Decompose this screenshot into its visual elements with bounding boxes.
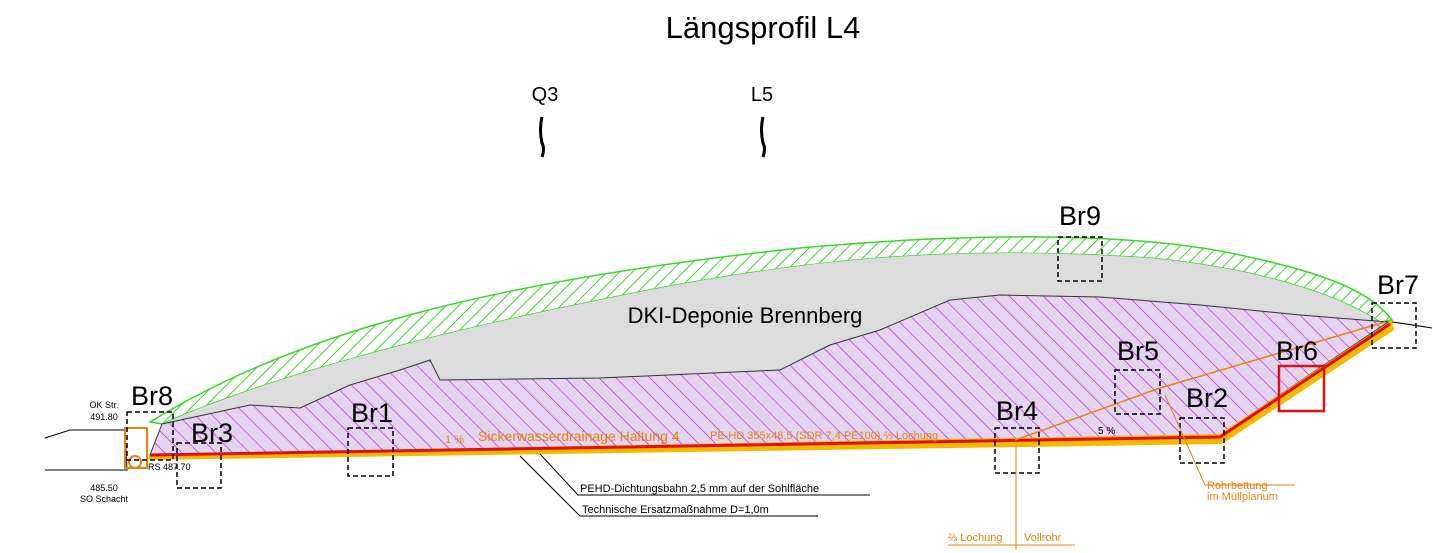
bedding-label: Rohrbettung [1207,480,1268,492]
drain-pipe-label: PE-HD 355x48,5 (SDR 7,4 PE100) ⅔ Lochung [710,430,938,442]
slope-label: 5 % [1098,426,1115,437]
box-label: Br5 [1117,336,1159,366]
leader [519,453,870,517]
shaft-label: SO Schacht [80,494,129,504]
box-label: Br4 [996,396,1038,426]
liner-label: PEHD-Dichtungsbahn 2,5 mm auf der Sohlfl… [580,483,819,495]
landfill-body [162,253,1380,424]
waste-body [149,294,1390,456]
shaft-pipe [128,455,142,469]
street-level: 491.80 [90,412,118,422]
bedding-label: im Müllplanum [1207,491,1278,503]
section-label: L5 [751,84,773,106]
shaft-level: 485.50 [90,483,118,493]
box-label: Br2 [1186,383,1228,413]
section-mark [539,116,545,158]
street [44,429,128,471]
drain-slope: 1 % [445,434,464,446]
pipe-change: ⅔ Lochung [948,532,1002,544]
landfill-label: DKI-Deponie Brennberg [628,303,863,328]
street-label: OK Str. [89,400,118,410]
box-label: Br9 [1059,201,1101,231]
liner [149,322,1391,457]
box-label: Br6 [1276,336,1318,366]
substitute-label: Technische Ersatzmaßnahme D=1,0m [582,504,769,516]
box-label: Br1 [351,398,393,428]
terrain [1391,321,1433,329]
box-label: Br3 [191,418,233,448]
drain-pipe [1014,321,1386,441]
pipe-change: Vollrohr [1024,532,1062,544]
leader [1164,394,1295,486]
box-label: Br7 [1377,270,1419,300]
section-mark [760,116,766,158]
shaft-rs: RS 487.70 [148,462,191,472]
section-label: Q3 [532,84,559,106]
box-label: Br8 [131,381,173,411]
title: Längsprofil L4 [666,10,861,45]
leader [948,445,1075,550]
drain-name: Sickerwasserdrainage Haltung 4 [478,428,680,444]
boxes: Br1 Br2 Br3 Br4 Br5 Br6 Br7 Br8 Br9 [126,201,1419,489]
